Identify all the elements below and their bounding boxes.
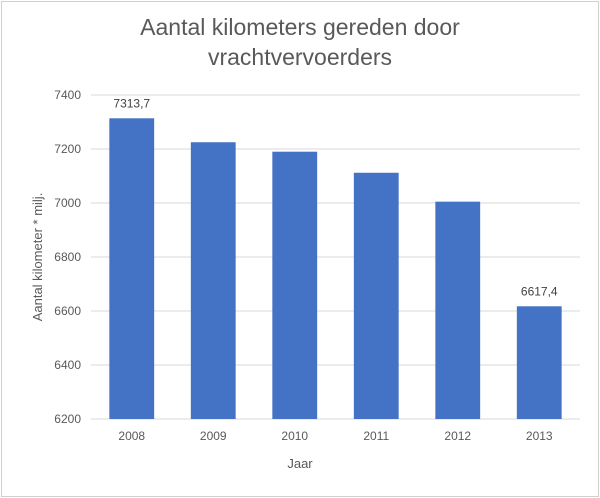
- y-tick-label: 6200: [54, 412, 81, 426]
- bar-2012: [435, 201, 481, 419]
- bar-2011: [353, 172, 399, 419]
- bar-2013: [516, 306, 562, 419]
- y-tick-label: 6400: [54, 358, 81, 372]
- x-tick-label: 2012: [444, 429, 471, 443]
- x-tick-label: 2011: [363, 429, 389, 443]
- gridlines: [91, 94, 580, 420]
- y-tick-label: 7000: [54, 196, 81, 210]
- x-axis-ticks: 2008 2009 2010 2011 2012 2013: [118, 429, 553, 443]
- bar-2008: [109, 118, 155, 420]
- data-label-2008: 7313,7: [113, 96, 150, 110]
- chart-title-line-1: Aantal kilometers gereden door: [140, 14, 460, 40]
- x-tick-label: 2010: [281, 429, 308, 443]
- bar-2009: [190, 142, 236, 419]
- y-tick-label: 7200: [54, 142, 81, 156]
- bar-2010: [272, 151, 318, 419]
- y-tick-label: 6600: [54, 304, 81, 318]
- data-label-2013: 6617,4: [521, 284, 558, 298]
- bars: [109, 118, 562, 420]
- y-axis-ticks: 7400 7200 7000 6800 6600 6400 6200: [54, 88, 81, 426]
- x-tick-label: 2008: [118, 429, 145, 443]
- chart-title-line-2: vrachtvervoerders: [207, 44, 393, 70]
- y-axis-label: Aantal kilometer * milj.: [30, 193, 45, 322]
- data-labels: 7313,7 6617,4: [113, 96, 558, 298]
- y-tick-label: 7400: [54, 88, 81, 102]
- x-tick-label: 2009: [200, 429, 227, 443]
- x-axis-label: Jaar: [287, 456, 313, 471]
- chart-title: Aantal kilometers gereden door vrachtver…: [0, 12, 600, 72]
- y-tick-label: 6800: [54, 250, 81, 264]
- x-tick-label: 2013: [526, 429, 553, 443]
